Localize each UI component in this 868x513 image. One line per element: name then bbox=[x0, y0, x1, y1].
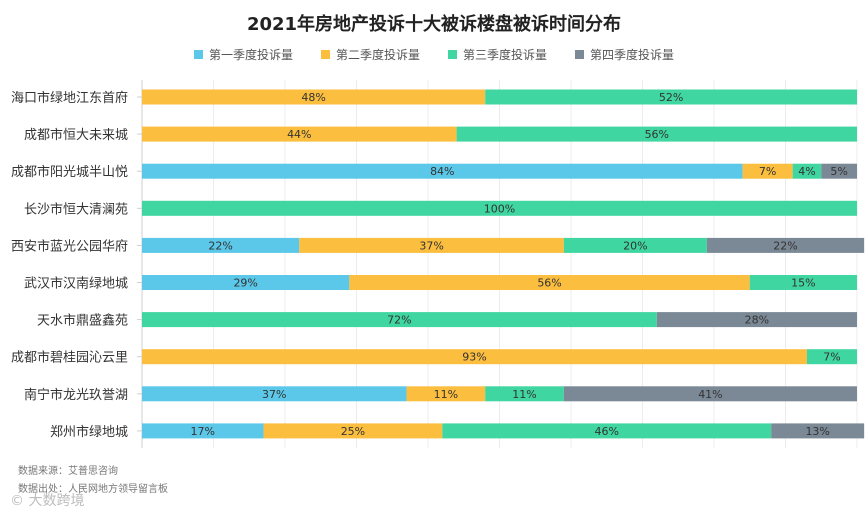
bar-segment bbox=[563, 237, 707, 253]
data-label: 52% bbox=[659, 91, 683, 104]
category-label: 成都市阳光城半山悦 bbox=[11, 164, 128, 180]
data-label: 93% bbox=[462, 351, 486, 364]
bar-segment bbox=[142, 386, 407, 402]
watermark-text: © 大数跨境 bbox=[10, 493, 85, 509]
bar-segment bbox=[299, 237, 564, 253]
legend-swatch bbox=[575, 50, 585, 59]
data-label: 11% bbox=[512, 388, 536, 401]
bar-segment bbox=[349, 275, 750, 290]
data-label: 5% bbox=[830, 165, 847, 178]
bar-segment bbox=[142, 349, 807, 365]
data-label: 29% bbox=[233, 277, 257, 290]
bar-segment bbox=[456, 126, 857, 142]
data-label: 22% bbox=[773, 239, 797, 252]
data-source-note: 数据来源：艾普思咨询 bbox=[18, 466, 118, 477]
data-label: 7% bbox=[823, 351, 840, 364]
data-label: 20% bbox=[623, 239, 647, 252]
chart-title: 2021年房地产投诉十大被诉楼盘被诉时间分布 bbox=[246, 14, 622, 35]
legend-swatch bbox=[193, 50, 203, 59]
bar-segment bbox=[563, 386, 857, 402]
legend-label: 第三季度投诉量 bbox=[463, 48, 548, 62]
bar-segment bbox=[142, 89, 486, 105]
data-label: 17% bbox=[191, 425, 215, 438]
data-label: 25% bbox=[341, 425, 365, 438]
category-label: 天水市鼎盛鑫苑 bbox=[37, 313, 128, 329]
legend-item: 第一季度投诉量 bbox=[193, 46, 293, 63]
legend-item: 第二季度投诉量 bbox=[320, 46, 420, 63]
bar-segment bbox=[142, 423, 264, 439]
legend-swatch bbox=[320, 50, 330, 59]
data-label: 41% bbox=[698, 388, 722, 401]
category-label: 成都市恒大未来城 bbox=[24, 127, 128, 143]
legend-label: 第一季度投诉量 bbox=[208, 48, 293, 62]
data-label: 56% bbox=[537, 277, 561, 290]
bar-segment bbox=[706, 237, 865, 253]
bar-segment bbox=[406, 386, 486, 402]
data-label: 22% bbox=[208, 239, 232, 252]
data-label: 48% bbox=[301, 91, 325, 104]
data-label: 13% bbox=[805, 425, 829, 438]
data-label: 11% bbox=[434, 388, 458, 401]
bar-segment bbox=[742, 163, 793, 179]
data-label: 44% bbox=[287, 128, 311, 141]
bar-segment bbox=[485, 386, 564, 402]
bar-segment bbox=[442, 423, 772, 439]
legend-swatch bbox=[448, 50, 457, 59]
data-label: 37% bbox=[419, 239, 443, 252]
category-label: 成都市碧桂园沁云里 bbox=[11, 350, 128, 366]
category-label: 武汉市汉南绿地城 bbox=[24, 276, 128, 292]
bar-segment bbox=[749, 275, 857, 290]
bar-segment bbox=[806, 349, 857, 365]
legend-item: 第三季度投诉量 bbox=[448, 46, 547, 63]
legend-item: 第四季度投诉量 bbox=[575, 46, 674, 63]
bar-segment bbox=[821, 163, 857, 179]
category-label: 长沙市恒大清澜苑 bbox=[24, 201, 128, 217]
bar-segment bbox=[263, 423, 443, 439]
data-label: 72% bbox=[387, 314, 411, 327]
bar-segment bbox=[142, 200, 857, 216]
category-label: 郑州市绿地城 bbox=[50, 424, 128, 440]
bar-segment bbox=[771, 423, 865, 439]
data-label: 84% bbox=[430, 165, 454, 178]
bar-segment bbox=[792, 163, 822, 179]
bar-segment bbox=[142, 275, 350, 290]
bar-segment bbox=[142, 126, 457, 142]
bar-segment bbox=[485, 89, 857, 105]
data-label: 15% bbox=[791, 277, 815, 290]
bar-segment bbox=[656, 312, 857, 328]
data-label: 46% bbox=[595, 425, 619, 438]
bar-segment bbox=[142, 312, 657, 328]
category-label: 海口市绿地江东首府 bbox=[11, 90, 128, 106]
legend: 第一季度投诉量 第二季度投诉量 第三季度投诉量 第四季度投诉量 bbox=[0, 46, 868, 63]
data-label: 37% bbox=[262, 388, 286, 401]
bar-segment bbox=[142, 237, 300, 253]
data-label: 4% bbox=[798, 165, 815, 178]
data-origin-note: 数据出处：人民网地方领导留言板 bbox=[18, 484, 168, 495]
legend-label: 第二季度投诉量 bbox=[335, 48, 420, 62]
category-label: 南宁市龙光玖誉湖 bbox=[24, 387, 128, 403]
data-label: 7% bbox=[759, 165, 776, 178]
category-label: 西安市蓝光公园华府 bbox=[11, 238, 128, 254]
data-label: 28% bbox=[745, 314, 769, 327]
legend-label: 第四季度投诉量 bbox=[590, 48, 675, 62]
data-label: 100% bbox=[484, 202, 515, 215]
data-label: 56% bbox=[645, 128, 669, 141]
bar-segment bbox=[142, 163, 743, 179]
